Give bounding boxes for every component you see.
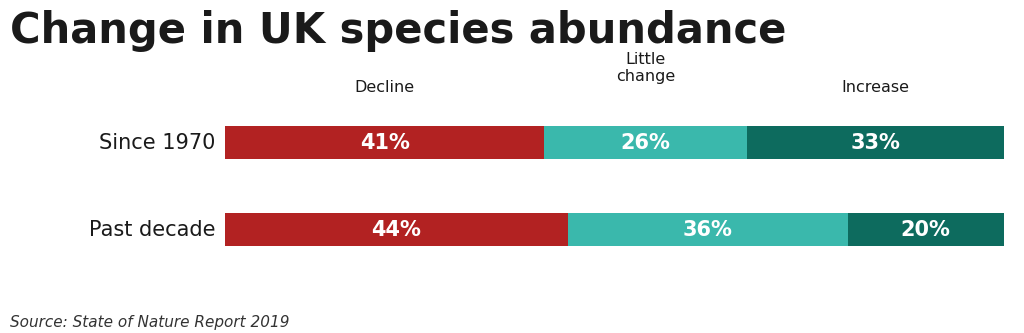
Text: 41%: 41% [359,133,410,153]
Text: Past decade: Past decade [88,220,215,240]
Text: 44%: 44% [372,220,422,240]
Bar [848,213,1004,246]
Text: Increase: Increase [841,80,909,95]
Text: Change in UK species abundance: Change in UK species abundance [10,10,786,52]
Text: Decline: Decline [354,80,415,95]
Text: Little
change: Little change [615,53,675,84]
Text: Source: State of Nature Report 2019: Source: State of Nature Report 2019 [10,315,290,330]
Text: 36%: 36% [683,220,733,240]
Text: Since 1970: Since 1970 [98,133,215,153]
Text: 20%: 20% [901,220,950,240]
Bar [225,126,545,159]
Bar [545,126,746,159]
Bar [746,126,1004,159]
Text: 26%: 26% [621,133,671,153]
Bar [567,213,848,246]
Bar [225,213,567,246]
Text: 33%: 33% [850,133,900,153]
